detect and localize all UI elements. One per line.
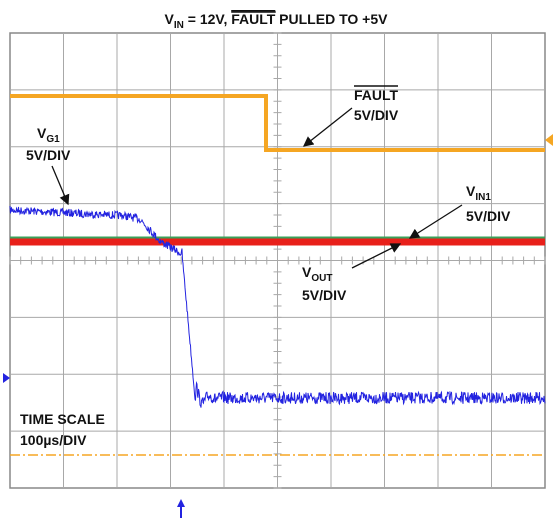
vout-scale: 5V/DIV [302, 287, 347, 303]
vout-arrow [351, 243, 402, 269]
vg1-arrow [51, 165, 70, 206]
fault-scale: 5V/DIV [354, 107, 399, 123]
fault-name: FAULT [354, 87, 399, 103]
time-label: TIME SCALE 100µs/DIV [20, 411, 105, 448]
fault-marker [545, 134, 553, 146]
vin1-name: VIN1 [466, 183, 491, 203]
title: VIN = 12V, FAULT PULLED TO +5V [165, 11, 389, 31]
trigger-marker [177, 499, 185, 507]
vin1-arrow [408, 204, 463, 239]
vg1-trace [9, 205, 546, 408]
vin1-label: VIN1 5V/DIV [466, 183, 511, 224]
vout-name: VOUT [302, 264, 332, 284]
grid [9, 32, 546, 489]
fault-label: FAULT 5V/DIV [354, 85, 399, 123]
fault-trace [10, 94, 545, 152]
vout-label: VOUT 5V/DIV [302, 264, 347, 303]
ground-marker [3, 373, 10, 383]
vg1-scale: 5V/DIV [26, 147, 71, 163]
vg1-label: VG1 5V/DIV [26, 125, 71, 163]
vin1-scale: 5V/DIV [466, 208, 511, 224]
arrows [51, 107, 463, 269]
fault-arrow [302, 107, 353, 147]
time-name: TIME SCALE [20, 411, 105, 427]
vg1-name: VG1 [37, 125, 60, 145]
time-scale: 100µs/DIV [20, 432, 87, 448]
